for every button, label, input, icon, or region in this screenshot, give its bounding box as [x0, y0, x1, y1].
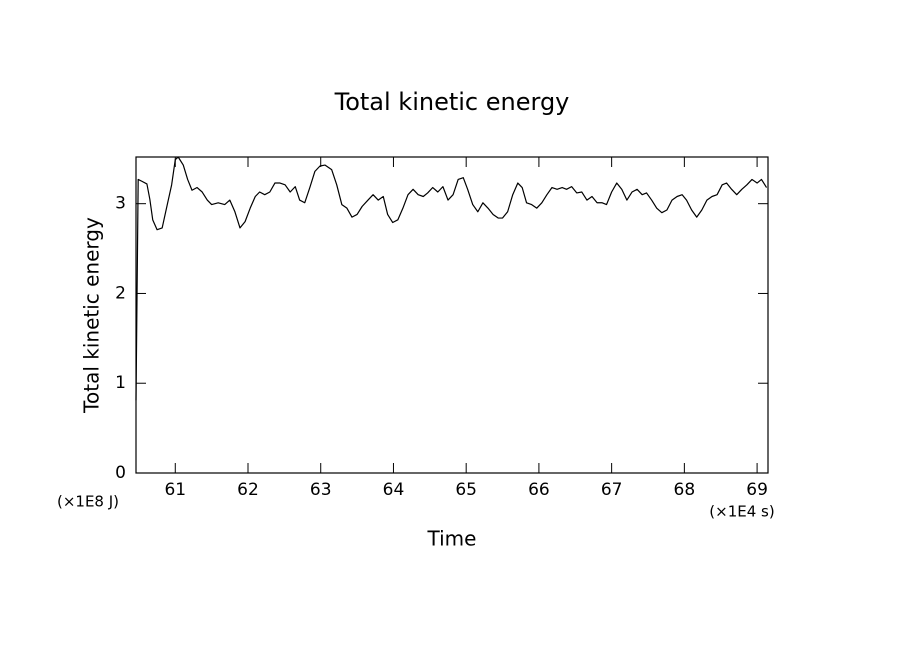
x-tick-label: 64: [383, 480, 405, 500]
y-tick-label: 2: [115, 283, 126, 303]
x-tick-label: 66: [528, 480, 550, 500]
x-tick-label: 63: [310, 480, 332, 500]
x-axis-label: Time: [427, 527, 477, 551]
data-line: [135, 156, 768, 401]
y-tick-label: 3: [115, 194, 126, 214]
x-unit-label: (×1E4 s): [709, 503, 774, 521]
y-tick-label: 0: [115, 463, 126, 483]
x-tick-label: 68: [674, 480, 696, 500]
x-tick-label: 61: [164, 480, 186, 500]
y-tick-label: 1: [115, 373, 126, 393]
x-tick-label: 62: [237, 480, 259, 500]
x-tick-label: 67: [601, 480, 623, 500]
x-tick-label: 65: [455, 480, 477, 500]
x-tick-label: 69: [746, 480, 768, 500]
y-unit-label: (×1E8 J): [57, 493, 119, 511]
plot-frame: [135, 156, 769, 474]
chart-title: Total kinetic energy: [334, 88, 570, 116]
y-axis-label: Total kinetic energy: [80, 217, 104, 414]
